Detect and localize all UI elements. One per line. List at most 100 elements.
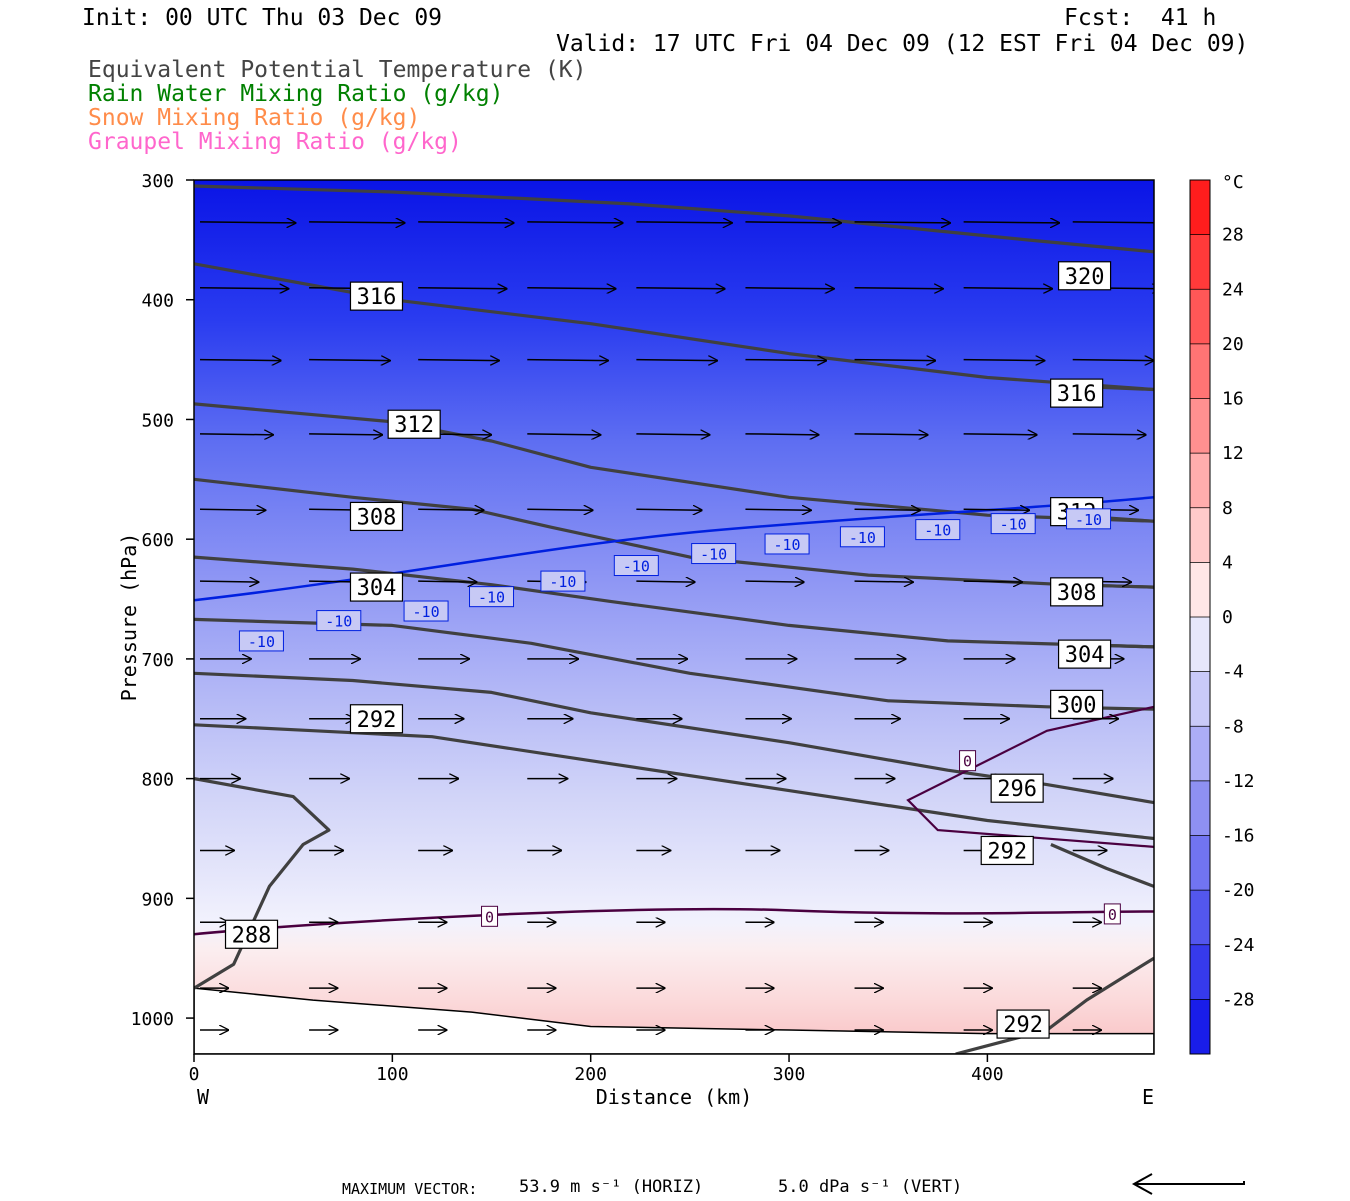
svg-text:308: 308 [357, 505, 397, 530]
isotherm-label--10: -10 [764, 533, 810, 555]
svg-text:312: 312 [394, 413, 434, 438]
theta-e-label-316: 316 [1050, 378, 1104, 408]
wind-vector [636, 360, 717, 361]
wind-vector [418, 360, 499, 361]
theta-e-contour-320 [194, 184, 1154, 254]
isotherm-label--10: -10 [990, 513, 1036, 535]
wind-vector [527, 222, 622, 223]
colorbar-segment [1190, 671, 1210, 727]
colorbar-label: 20 [1222, 334, 1244, 355]
wind-vector [854, 288, 943, 289]
svg-text:0: 0 [963, 753, 972, 771]
colorbar-label: -16 [1222, 826, 1255, 847]
wind-vector [745, 509, 810, 510]
isotherm-label-0: 0 [1103, 903, 1121, 925]
colorbar-label: -28 [1222, 989, 1255, 1010]
y-axis-label: Pressure (hPa) [117, 533, 141, 702]
isotherm-label--10: -10 [469, 586, 515, 608]
wind-vector [745, 360, 826, 361]
svg-text:-10: -10 [413, 603, 440, 621]
x-tick-label: 300 [773, 1064, 806, 1085]
wind-vector [636, 222, 731, 223]
y-tick-label: 800 [141, 770, 174, 791]
colorbar-segment [1190, 617, 1210, 673]
wind-vector [1072, 221, 1154, 224]
theta-e-label-304: 304 [1057, 639, 1112, 669]
wind-vector [854, 509, 920, 510]
colorbar-segment [1190, 289, 1210, 345]
svg-text:292: 292 [987, 839, 1027, 864]
theta-e-label-304: 304 [349, 572, 404, 602]
theta-e-label-308: 308 [1050, 577, 1104, 607]
colorbar-label: 12 [1222, 443, 1244, 464]
wind-vector [418, 581, 476, 582]
wind-vector [963, 360, 1045, 361]
svg-text:304: 304 [1065, 643, 1105, 668]
reference-vector-arrow [1131, 1173, 1245, 1195]
theta-e-contour-300 [194, 617, 1154, 711]
terrain-surface [194, 987, 1154, 1054]
east-label: E [1142, 1085, 1154, 1109]
colorbar-label: 24 [1222, 279, 1244, 300]
isotherm-label--10: -10 [238, 630, 284, 652]
svg-text:296: 296 [997, 777, 1037, 802]
theta-e-contour-304 [194, 555, 1154, 649]
y-tick-label: 1000 [131, 1009, 174, 1030]
colorbar-segment [1190, 726, 1210, 782]
colorbar-segment [1190, 343, 1210, 399]
wind-vector [309, 360, 390, 361]
wind-vector [527, 288, 615, 289]
wind-vector [1072, 434, 1146, 435]
colorbar-label: 16 [1222, 389, 1244, 410]
theta-e-contour-308 [194, 477, 1154, 589]
colorbar-label: -4 [1222, 662, 1244, 683]
isotherm-0-upper [906, 705, 1154, 848]
colorbar-segment [1190, 180, 1210, 236]
isotherm-label--10: -10 [915, 519, 961, 541]
theta-e-contour-292 [1050, 843, 1154, 888]
wind-vector [309, 222, 404, 223]
y-tick-label: 400 [141, 291, 174, 312]
svg-text:0: 0 [485, 908, 494, 926]
isotherm-label-0: 0 [481, 905, 499, 927]
isotherm-label--10: -10 [540, 570, 586, 592]
plot-frame [193, 179, 1155, 1055]
x-tick-label: 400 [971, 1064, 1004, 1085]
wind-vector [199, 360, 281, 361]
wind-vector [963, 222, 1059, 223]
svg-text:320: 320 [1065, 265, 1105, 290]
y-tick-label: 900 [141, 889, 174, 910]
theta-e-label-292: 292 [996, 1009, 1050, 1039]
colorbar-label: 8 [1222, 498, 1233, 519]
wind-vector [418, 509, 483, 510]
colorbar-segment [1190, 453, 1210, 509]
wind-vector [963, 509, 1029, 510]
wind-vector [745, 581, 803, 582]
colorbar-label: 4 [1222, 552, 1233, 573]
isotherm-label--10: -10 [691, 543, 737, 565]
wind-vector [418, 288, 506, 289]
theta-e-contour-288 [194, 777, 331, 990]
wind-vector [636, 509, 701, 510]
y-tick-label: 300 [141, 171, 174, 192]
theta-e-label-292: 292 [349, 704, 404, 734]
max-vector-vert: 5.0 dPa s⁻¹ (VERT) [778, 1177, 963, 1197]
colorbar-label: -24 [1222, 935, 1255, 956]
wind-vector [854, 581, 913, 582]
svg-text:-10: -10 [325, 613, 352, 631]
wind-vector [636, 434, 709, 435]
y-tick-label: 600 [141, 530, 174, 551]
theta-e-label-320: 320 [1057, 261, 1112, 291]
wind-vector [418, 222, 513, 223]
svg-text:-10: -10 [1075, 511, 1102, 529]
wind-vector [963, 581, 1022, 582]
colorbar-label: -8 [1222, 716, 1244, 737]
wind-vector [745, 434, 818, 435]
isotherm-label--10: -10 [839, 526, 885, 548]
wind-vector [527, 434, 600, 435]
theta-e-label-288: 288 [224, 919, 279, 949]
x-tick-label: 0 [189, 1064, 200, 1085]
cross-section-chart: 2882922922922963003043043083083123123163… [117, 171, 1255, 1109]
forecast-hour: Fcst: 41 h [1064, 5, 1217, 31]
colorbar-segment [1190, 234, 1210, 290]
